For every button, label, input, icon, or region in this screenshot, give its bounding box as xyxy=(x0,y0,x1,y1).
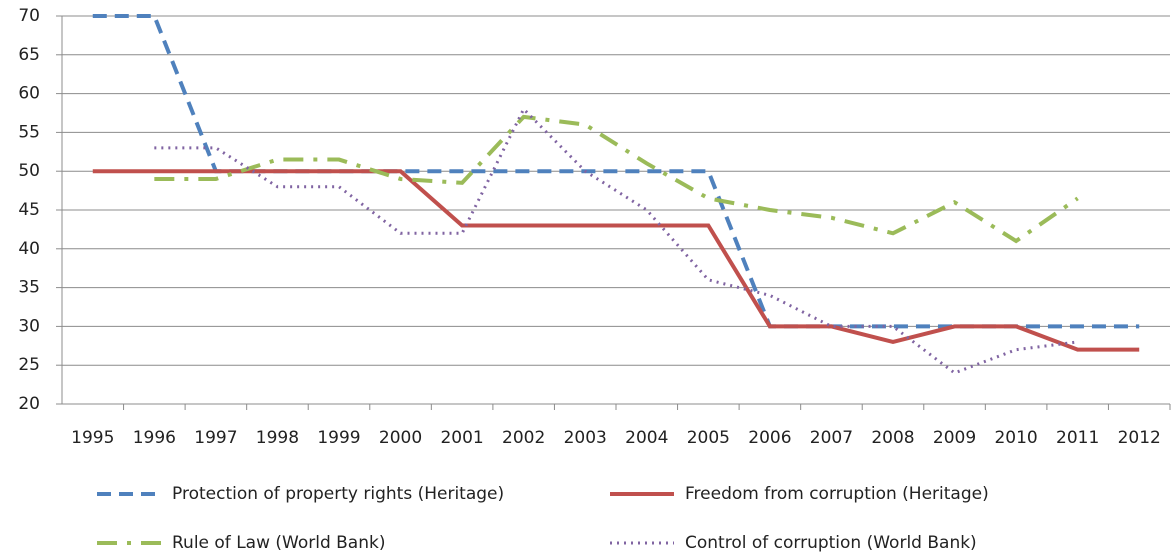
y-tick-label: 70 xyxy=(18,6,40,26)
x-tick-label: 2006 xyxy=(748,428,791,448)
x-tick-label: 2008 xyxy=(871,428,914,448)
x-tick-label: 2002 xyxy=(502,428,545,448)
x-tick-label: 2005 xyxy=(687,428,730,448)
x-tick-label: 1997 xyxy=(194,428,237,448)
legend-label: Freedom from corruption (Heritage) xyxy=(685,484,989,504)
series-line xyxy=(154,114,1079,244)
y-tick-label: 45 xyxy=(18,200,40,220)
x-tick-label: 2011 xyxy=(1056,428,1099,448)
x-tick-label: 2010 xyxy=(994,428,1037,448)
x-tick-label: 1998 xyxy=(256,428,299,448)
x-tick-label: 2007 xyxy=(810,428,853,448)
series-line xyxy=(154,106,1078,375)
x-tick-label: 1999 xyxy=(317,428,360,448)
y-tick-label: 25 xyxy=(18,355,40,375)
x-tick-label: 2003 xyxy=(564,428,607,448)
y-tick-label: 65 xyxy=(18,45,40,65)
x-tick-label: 2009 xyxy=(933,428,976,448)
legend-label: Protection of property rights (Heritage) xyxy=(172,484,504,504)
x-tick-label: 2012 xyxy=(1118,428,1161,448)
y-tick-label: 40 xyxy=(18,239,40,259)
x-tick-label: 2001 xyxy=(440,428,483,448)
x-tick-label: 1995 xyxy=(71,428,114,448)
y-tick-label: 35 xyxy=(18,278,40,298)
y-tick-label: 55 xyxy=(18,122,40,142)
x-tick-label: 1996 xyxy=(133,428,176,448)
legend-label: Control of corruption (World Bank) xyxy=(685,533,977,553)
x-tick-label: 2004 xyxy=(625,428,668,448)
y-tick-label: 30 xyxy=(18,316,40,336)
y-tick-label: 20 xyxy=(18,394,40,414)
y-tick-label: 50 xyxy=(18,161,40,181)
series-line xyxy=(92,169,1140,352)
y-tick-label: 60 xyxy=(18,84,40,104)
x-tick-label: 2000 xyxy=(379,428,422,448)
legend-label: Rule of Law (World Bank) xyxy=(172,533,385,553)
